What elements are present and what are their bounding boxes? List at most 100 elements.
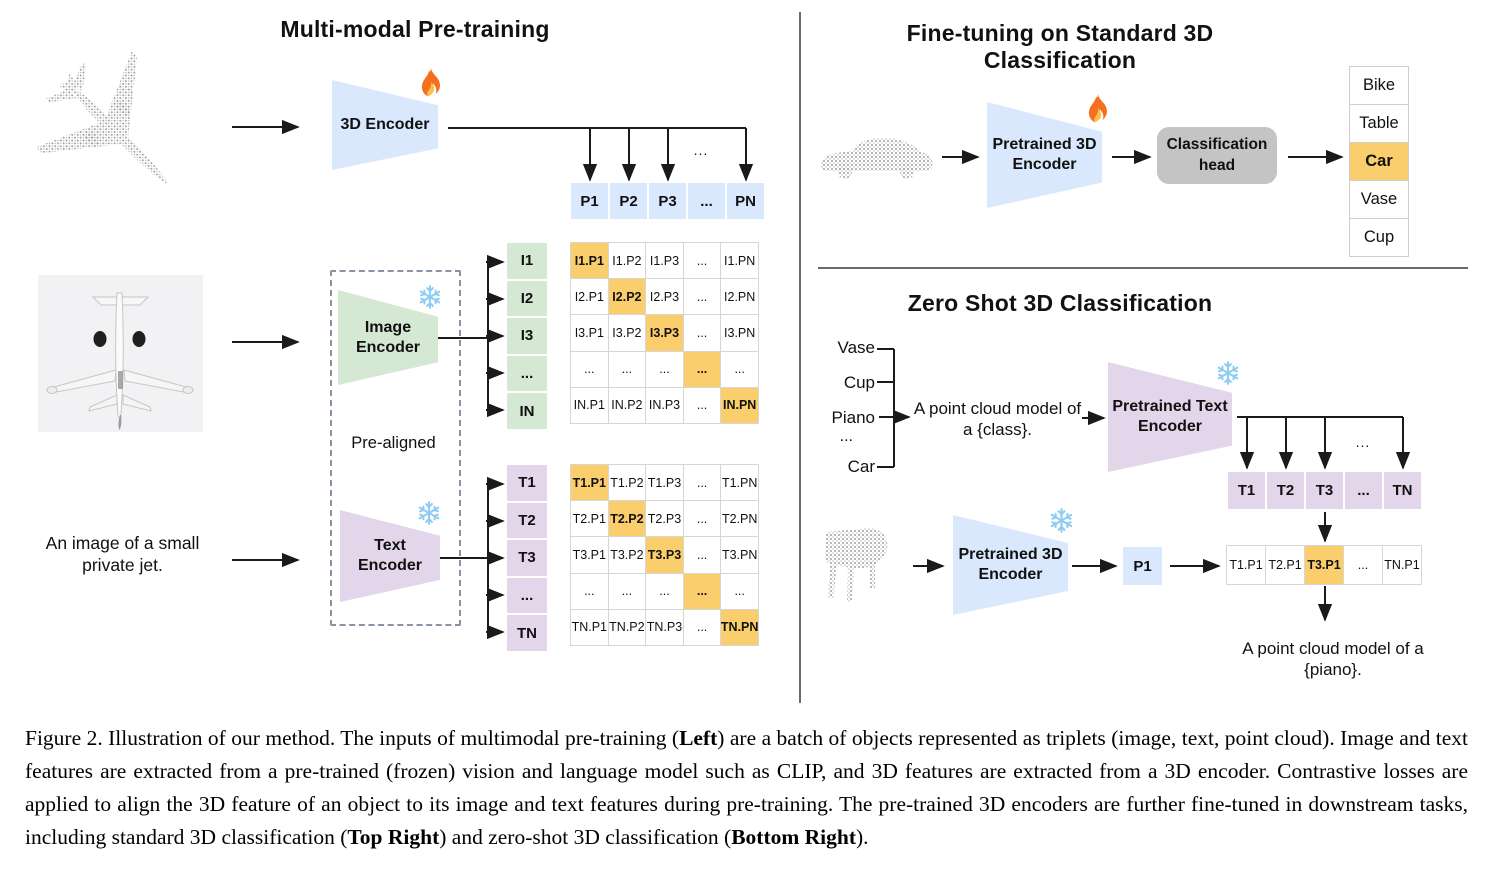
text-feature-cell: T1 [1228,472,1265,509]
similarity-cell: ... [607,572,647,610]
ellipsis-label: ... [693,142,709,158]
similarity-cell: ... [682,464,722,502]
similarity-cell: T1.P2 [607,464,647,502]
similarity-cell: I2.P1 [570,278,609,316]
similarity-cell: I3.P1 [570,314,609,352]
similarity-cell: TN.P1 [1382,545,1422,585]
p-feature-cell: PN [727,183,764,219]
text-point-similarity-matrix: T1.P1 T1.P2 T1.P3... T1.PN T2.P1 T2.P2 T2.P3..… [570,464,759,646]
similarity-cell: ... [645,572,684,610]
figure-caption: Figure 2. Illustration of our method. Th… [25,722,1468,854]
classification-head-label: Classification head [1166,136,1268,174]
image-encoder-label: Image Encoder [355,318,420,356]
similarity-cell: ... [720,572,759,610]
image-feature-column: I1 I2 I3... IN [507,243,547,429]
image-feature-cell: I1 [507,243,547,279]
similarity-cell: ... [645,350,684,388]
3d-encoder-label: 3D Encoder [340,116,430,133]
pretrained-text-encoder: Pretrained Text Encoder [1108,362,1232,472]
similarity-cell: ... [682,500,722,538]
similarity-cell: ... [1343,545,1383,585]
similarity-cell: TN.P3 [645,608,684,646]
similarity-cell: T1.P1 [1226,545,1266,585]
text-feature-cell: T1 [507,465,547,501]
class-label-vase: Vase [837,338,876,357]
snowflake-icon [1217,361,1239,385]
text-feature-cell: T2 [1267,472,1304,509]
similarity-cell: T1.P1 [570,464,609,502]
similarity-cell: I2.PN [720,278,759,316]
matrix-row: T2.P1 T2.P2 T2.P3... T2.PN [570,500,759,538]
pretrained-text-encoder-label: Pretrained Text Encoder [1112,398,1228,435]
text-feature-cell: ... [507,577,547,614]
text-feature-cell: T2 [507,502,547,539]
image-feature-cell: ... [507,355,547,392]
similarity-cell: T2.P3 [645,500,684,538]
matrix-row: ............... [570,350,759,388]
similarity-cell: ... [682,536,722,574]
caption-bold-bottom-right: Bottom Right [731,825,857,849]
similarity-cell: IN.P3 [645,386,684,424]
similarity-cell: T2.P1 [1265,545,1305,585]
image-feature-cell: IN [507,393,547,429]
matrix-row: T3.P1 T3.P2 T3.P3... T3.PN [570,536,759,574]
matrix-row: I1.P1 I1.P2 I1.P3... I1.PN [570,242,759,280]
text-encoder-label: Text Encoder [357,537,422,574]
similarity-cell: I2.P3 [645,278,684,316]
text-feature-cell: TN [1384,472,1421,509]
similarity-cell: T1.PN [720,464,759,502]
matrix-row: IN.P1 IN.P2 IN.P3... IN.PN [570,386,759,424]
similarity-cell: ... [682,572,722,610]
class-label-cup: Cup [843,373,875,392]
piano-point-cloud [825,528,888,602]
similarity-cell: I3.P2 [607,314,647,352]
matrix-row: TN.P1 TN.P2 TN.P3... TN.PN [570,608,759,646]
pretrained-3d-encoder-zeroshot-label: Pretrained 3D Encoder [958,546,1063,583]
similarity-cell: ... [607,350,647,388]
zeroshot-result-text: A point cloud model of a {piano}. [1242,639,1424,680]
similarity-cell: ... [682,350,722,388]
caption-text: ) and zero-shot 3D classification ( [439,825,732,849]
snowflake-icon [1050,508,1073,533]
pre-aligned-box [330,270,461,626]
similarity-cell: IN.P2 [607,386,647,424]
similarity-cell: ... [682,386,722,424]
text-feature-cell: T3 [1306,472,1343,509]
image-feature-cell: I2 [507,280,547,317]
similarity-cell: I1.PN [720,242,759,280]
class-cell: Cup [1349,218,1409,257]
similarity-cell: T3.P1 [1304,545,1344,585]
similarity-cell: ... [720,350,759,388]
snowflake-icon [418,501,440,525]
class-cell: Car [1349,142,1409,181]
matrix-row: I2.P1 I2.P2 I2.P3... I2.PN [570,278,759,316]
zeroshot-title: Zero Shot 3D Classification [907,290,1213,316]
caption-text: ) are a batch of objects represented as … [25,726,1468,849]
caption-text: Figure 2. Illustration of our method. Th… [25,726,680,750]
similarity-cell: I3.PN [720,314,759,352]
caption-bold-top-right: Top Right [347,825,440,849]
text-feature-cell: T3 [507,540,547,576]
p1-feature-cell: P1 [1123,547,1162,585]
similarity-cell: I2.P2 [607,278,647,316]
similarity-cell: TN.PN [720,608,759,646]
similarity-cell: T3.P2 [607,536,647,574]
image-feature-cell: I3 [507,318,547,354]
similarity-cell: T2.PN [720,500,759,538]
matrix-row: I3.P1 I3.P2 I3.P3... I3.PN [570,314,759,352]
similarity-cell: ... [682,278,722,316]
similarity-cell: I1.P3 [645,242,684,280]
p-feature-cell: P3 [649,183,686,219]
image-point-similarity-matrix: I1.P1 I1.P2 I1.P3... I1.PN I2.P1 I2.P2 I2.P3..… [570,242,759,424]
zeroshot-similarity-row: T1.P1 T2.P1 T3.P1... TN.P1 [1226,545,1422,585]
snowflake-icon [419,285,441,309]
similarity-cell: I3.P3 [645,314,684,352]
similarity-cell: T3.P3 [645,536,684,574]
class-label-ellipsis: ... [839,428,853,445]
airplane-point-cloud [35,51,170,186]
similarity-cell: IN.PN [720,386,759,424]
fire-icon [421,68,440,97]
input-text-label: An image of a small private jet. [45,533,200,575]
pre-aligned-label: Pre-aligned [351,434,436,452]
similarity-cell: I1.P2 [607,242,647,280]
